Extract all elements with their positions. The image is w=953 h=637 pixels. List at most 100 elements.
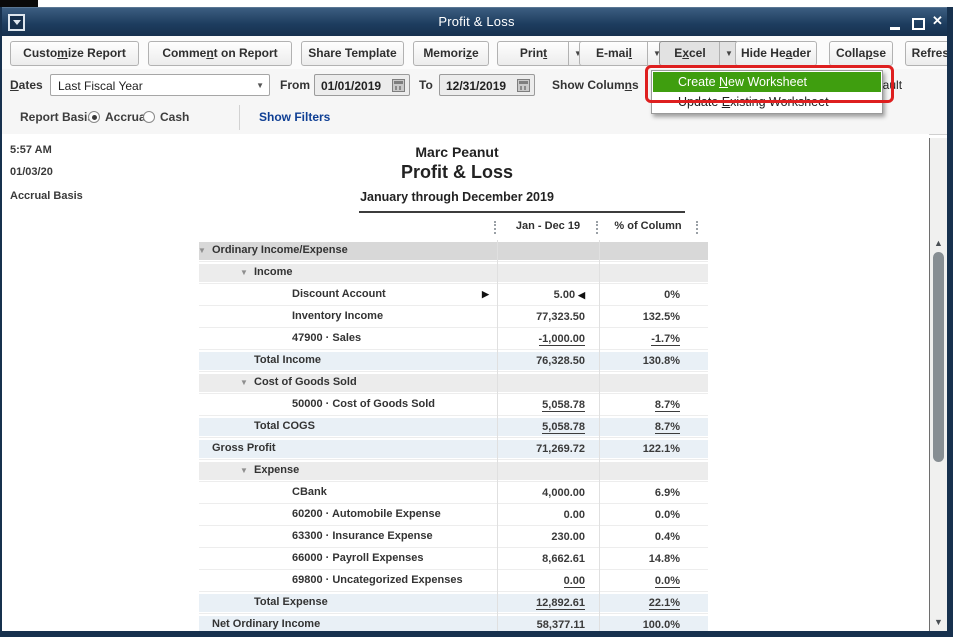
percent-cell[interactable]: 8.7%	[599, 394, 697, 416]
row-band	[199, 242, 708, 260]
amount-cell[interactable]: 4,000.00	[497, 482, 599, 504]
account-label: 69800 · Uncategorized Expenses	[292, 574, 463, 586]
scroll-down-icon[interactable]: ▼	[934, 617, 943, 627]
hide-header-button[interactable]: Hide Header	[735, 41, 817, 66]
to-date-input[interactable]: 12/31/2019	[439, 74, 535, 96]
company-name: Marc Peanut	[415, 144, 499, 160]
chevron-down-icon[interactable]: ▼	[719, 42, 738, 65]
chevron-down-icon: ▼	[256, 81, 264, 90]
column-separator[interactable]	[696, 221, 698, 234]
chevron-down-icon[interactable]: ▼	[568, 42, 587, 65]
scrollbar-thumb[interactable]	[933, 252, 944, 462]
collapse-button[interactable]: Collapse	[829, 41, 893, 66]
report-row-cost-of-goods-sold: ▼ Cost of Goods Sold	[199, 372, 708, 394]
show-filters-link[interactable]: Show Filters	[259, 110, 331, 124]
print-label: Print	[519, 46, 548, 60]
menu-item-update-existing-worksheet[interactable]: Update Existing Worksheet	[678, 95, 829, 109]
from-date-input[interactable]: 01/01/2019	[314, 74, 410, 96]
share-template-label: Share Template	[308, 46, 397, 60]
maximize-button[interactable]	[912, 18, 925, 30]
row-separator	[199, 415, 708, 416]
collapse-triangle-icon[interactable]: ▼	[240, 378, 248, 387]
print-button[interactable]: Print ▼	[497, 41, 588, 66]
row-band	[199, 462, 708, 480]
scroll-up-icon[interactable]: ▲	[934, 238, 943, 248]
row-band	[199, 616, 708, 634]
dates-dropdown[interactable]: Last Fiscal Year ▼	[50, 74, 270, 96]
close-icon[interactable]: ✕	[932, 13, 943, 28]
column-separator[interactable]	[596, 221, 598, 234]
radio-accrual[interactable]	[88, 111, 100, 123]
percent-cell	[599, 372, 697, 394]
account-label: Total Expense	[254, 596, 328, 608]
amount-cell[interactable]: 0.00	[497, 570, 599, 592]
amount-cell[interactable]: 77,323.50	[497, 306, 599, 328]
vertical-scrollbar[interactable]: ▲ ▼	[929, 138, 947, 631]
percent-cell[interactable]: 0.0%	[599, 504, 697, 526]
amount-cell[interactable]: 71,269.72	[497, 438, 599, 460]
calendar-icon[interactable]	[392, 79, 405, 92]
share-template-button[interactable]: Share Template	[301, 41, 404, 66]
percent-cell[interactable]: 130.8%	[599, 350, 697, 372]
row-separator	[199, 503, 708, 504]
window-border-left	[0, 7, 2, 637]
radio-cash[interactable]	[143, 111, 155, 123]
excel-label: Excel	[674, 46, 706, 60]
percent-cell[interactable]: 14.8%	[599, 548, 697, 570]
window-menu-icon[interactable]	[8, 14, 25, 31]
comment-on-report-button[interactable]: Comment on Report	[148, 41, 292, 66]
column-separator[interactable]	[494, 221, 496, 234]
percent-cell[interactable]: 132.5%	[599, 306, 697, 328]
amount-cell[interactable]: 12,892.61	[497, 592, 599, 614]
amount-cell	[497, 372, 599, 394]
column-header-period: Jan - Dec 19	[515, 220, 581, 232]
collapse-triangle-icon[interactable]: ▼	[198, 246, 206, 255]
percent-cell[interactable]: -1.7%	[599, 328, 697, 350]
amount-cell[interactable]: 5.00 ◀	[497, 284, 599, 306]
radio-label-accrual: Accrual	[105, 110, 150, 124]
report-row-total-income: Total Income 76,328.50 130.8%	[199, 350, 708, 372]
amount-cell[interactable]: 0.00	[497, 504, 599, 526]
percent-cell[interactable]: 0.4%	[599, 526, 697, 548]
percent-cell[interactable]: 6.9%	[599, 482, 697, 504]
amount-cell[interactable]: 230.00	[497, 526, 599, 548]
excel-button[interactable]: Excel ▼	[659, 41, 739, 66]
amount-cell[interactable]: 76,328.50	[497, 350, 599, 372]
collapse-triangle-icon[interactable]: ▼	[240, 268, 248, 277]
menu-item-create-new-worksheet[interactable]: Create New Worksheet	[653, 72, 881, 92]
report-title: Profit & Loss	[400, 162, 513, 182]
excel-dropdown-menu: Create New Worksheet Update Existing Work…	[651, 70, 883, 114]
refresh-button[interactable]: Refresh	[905, 41, 953, 66]
memorize-button[interactable]: Memorize	[413, 41, 489, 66]
calendar-icon[interactable]	[517, 79, 530, 92]
report-row-50000-cost-of-goods-sold: 50000 · Cost of Goods Sold 5,058.78 8.7%	[199, 394, 708, 416]
window-top-strip	[0, 0, 953, 7]
percent-cell[interactable]: 0.0%	[599, 570, 697, 592]
minimize-button[interactable]	[890, 18, 900, 30]
report-canvas: 5:57 AM 01/03/20 Accrual Basis Marc Pean…	[2, 134, 929, 636]
quickzoom-left-icon: ◀	[578, 290, 585, 300]
row-separator	[199, 261, 708, 262]
report-row-47900-sales: 47900 · Sales -1,000.00 -1.7%	[199, 328, 708, 350]
customize-report-button[interactable]: Customize Report	[10, 41, 139, 66]
report-row-gross-profit: Gross Profit 71,269.72 122.1%	[199, 438, 708, 460]
chevron-down-icon[interactable]: ▼	[647, 42, 666, 65]
account-label: 66000 · Payroll Expenses	[292, 552, 424, 564]
account-label: Discount Account	[292, 288, 386, 300]
report-row-expense: ▼ Expense	[199, 460, 708, 482]
e-mail-button[interactable]: E-mail ▼	[579, 41, 667, 66]
amount-cell[interactable]: 5,058.78	[497, 394, 599, 416]
percent-cell[interactable]: 22.1%	[599, 592, 697, 614]
percent-cell[interactable]: 0%	[599, 284, 697, 306]
collapse-triangle-icon[interactable]: ▼	[240, 466, 248, 475]
percent-cell[interactable]: 100.0%	[599, 614, 697, 636]
amount-cell[interactable]: 8,662.61	[497, 548, 599, 570]
account-label: Total Income	[254, 354, 322, 366]
amount-cell[interactable]: 5,058.78	[497, 416, 599, 438]
amount-cell[interactable]: -1,000.00	[497, 328, 599, 350]
refresh-label: Refresh	[911, 46, 953, 60]
percent-cell[interactable]: 8.7%	[599, 416, 697, 438]
report-toolbar: Customize Report Comment on Report Share T…	[2, 36, 953, 71]
amount-cell[interactable]: 58,377.11	[497, 614, 599, 636]
percent-cell[interactable]: 122.1%	[599, 438, 697, 460]
